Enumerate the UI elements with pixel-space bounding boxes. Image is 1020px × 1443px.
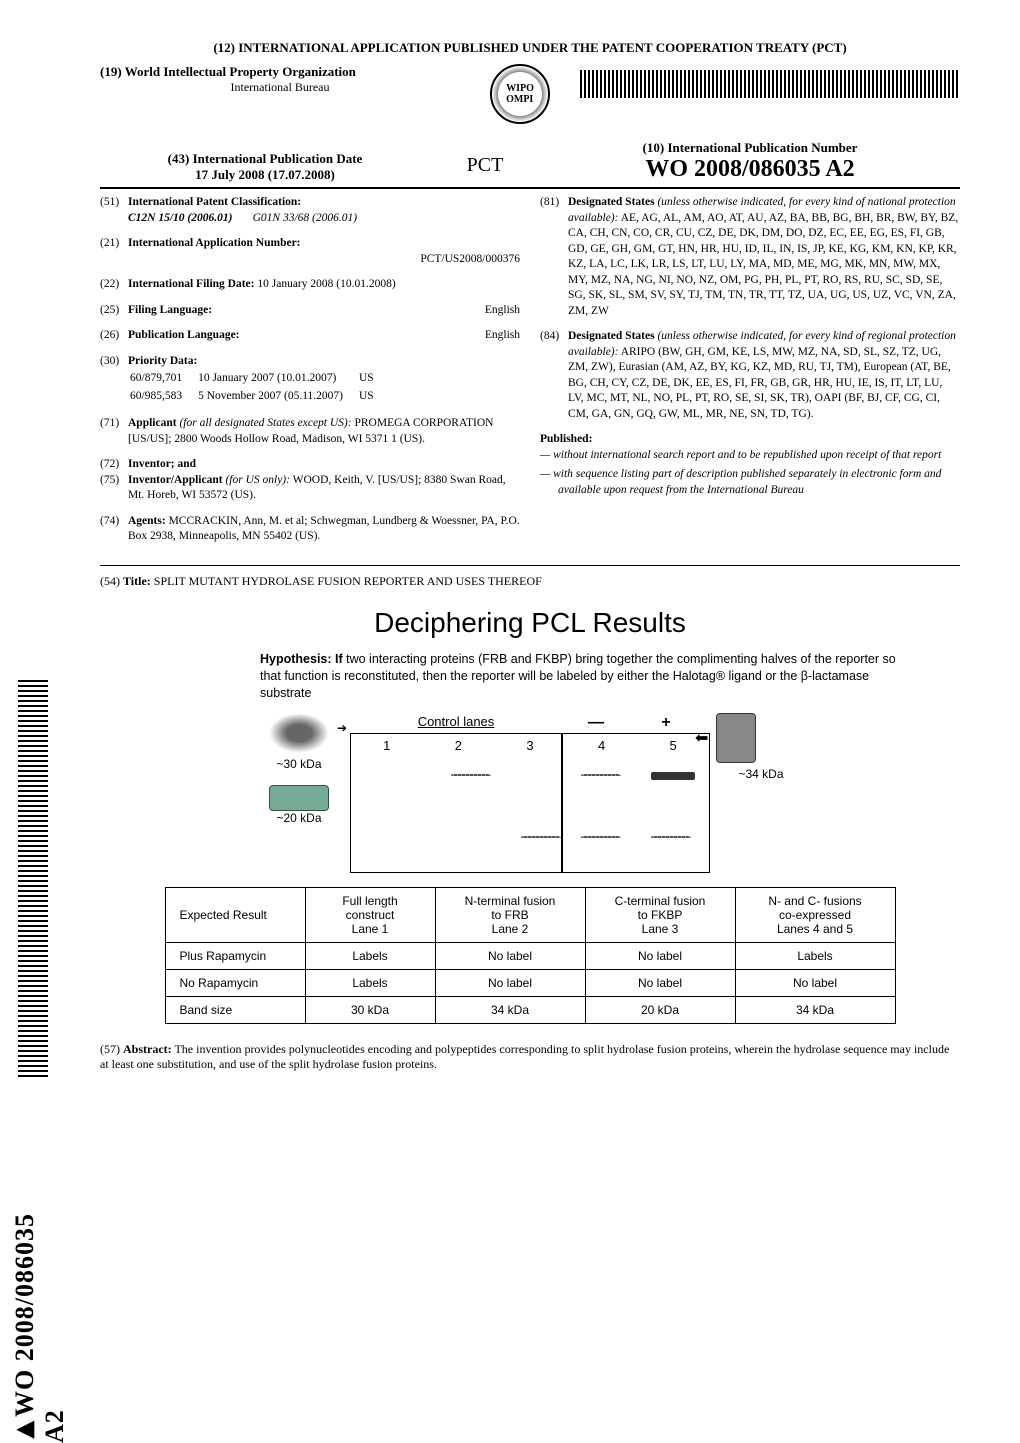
table-cell: Labels: [305, 943, 435, 970]
gel-band: [581, 774, 621, 776]
table-cell: Plus Rapamycin: [165, 943, 305, 970]
table-cell: No Rapamycin: [165, 970, 305, 997]
gel-band: [651, 772, 695, 780]
publication-language-block: (26) Publication Language:English: [100, 328, 520, 344]
table-cell: 30 kDa: [305, 997, 435, 1024]
ligand-icon: [269, 713, 329, 753]
table-cell: No label: [585, 943, 735, 970]
gel-diagram: ~30 kDa ~20 kDa Control lanes — + 1 2 3 …: [100, 713, 960, 873]
designated-states-81: (81) Designated States (unless otherwise…: [540, 195, 960, 319]
table-cell: Labels: [735, 943, 895, 970]
gel-band: [581, 836, 621, 838]
substrate-icon: [269, 785, 329, 811]
table-cell: No label: [435, 943, 585, 970]
mw-20kda-label: ~20 kDa: [254, 811, 344, 825]
priority-table: 60/879,70110 January 2007 (10.01.2007)US…: [128, 369, 390, 406]
designated-states-84: (84) Designated States (unless otherwise…: [540, 329, 960, 422]
ipc-block: (51) International Patent Classification…: [100, 195, 520, 226]
inventor-applicant-block: (75) Inventor/Applicant (for US only): W…: [100, 473, 520, 504]
publication-date-block: (43) International Publication Date 17 J…: [100, 151, 430, 183]
filing-date-block: (22) International Filing Date: 10 Janua…: [100, 277, 520, 293]
table-cell: 34 kDa: [435, 997, 585, 1024]
filing-language-block: (25) Filing Language:English: [100, 303, 520, 319]
wipo-logo: WIPOOMPI: [480, 64, 560, 134]
vertical-barcode: [18, 680, 48, 1080]
figure-heading: Deciphering PCL Results: [100, 607, 960, 639]
mw-34kda-label: ~34 kDa: [716, 767, 806, 781]
table-cell: Labels: [305, 970, 435, 997]
table-cell: 20 kDa: [585, 997, 735, 1024]
gel-band: [521, 836, 561, 838]
table-cell: 34 kDa: [735, 997, 895, 1024]
table-cell: Band size: [165, 997, 305, 1024]
published-block: Published: without international search …: [540, 432, 960, 498]
hypothesis-text: Hypothesis: If two interacting proteins …: [260, 651, 900, 702]
expected-results-table: Expected ResultFull lengthconstructLane …: [165, 887, 896, 1024]
title-block: (54) Title: SPLIT MUTANT HYDROLASE FUSIO…: [100, 574, 960, 589]
gel-band: [451, 774, 491, 776]
horizontal-barcode: [580, 70, 960, 98]
table-row: No RapamycinLabelsNo labelNo labelNo lab…: [165, 970, 895, 997]
table-cell: No label: [435, 970, 585, 997]
abstract-block: (57) Abstract: The invention provides po…: [100, 1042, 960, 1072]
table-header: Expected Result: [165, 888, 305, 943]
minus-symbol: —: [561, 714, 631, 732]
vertical-publication-number: ▶WO 2008/086035 A2: [10, 1180, 70, 1443]
applicant-block: (71) Applicant (for all designated State…: [100, 416, 520, 447]
app-number-block: (21) International Application Number: P…: [100, 236, 520, 267]
inventor-header: (72) Inventor; and: [100, 457, 520, 473]
organization-block: (19) World Intellectual Property Organiz…: [100, 64, 460, 95]
plus-symbol: +: [631, 714, 701, 732]
gel-box: Control lanes — + 1 2 3 4 5: [350, 733, 710, 873]
table-cell: No label: [735, 970, 895, 997]
publication-number-block: (10) International Publication Number WO…: [540, 140, 960, 183]
result-icon: [716, 713, 756, 763]
table-header: N- and C- fusionsco-expressedLanes 4 and…: [735, 888, 895, 943]
priority-data-block: (30) Priority Data: 60/879,70110 January…: [100, 354, 520, 407]
table-cell: No label: [585, 970, 735, 997]
control-lanes-label: Control lanes: [351, 714, 561, 732]
mw-30kda-label: ~30 kDa: [254, 757, 344, 771]
table-header: C-terminal fusionto FKBPLane 3: [585, 888, 735, 943]
table-row: Band size30 kDa34 kDa20 kDa34 kDa: [165, 997, 895, 1024]
treaty-heading: (12) INTERNATIONAL APPLICATION PUBLISHED…: [100, 40, 960, 56]
table-header: Full lengthconstructLane 1: [305, 888, 435, 943]
gel-band: [651, 836, 691, 838]
pct-label: PCT: [455, 154, 515, 183]
table-row: Plus RapamycinLabelsNo labelNo labelLabe…: [165, 943, 895, 970]
agents-block: (74) Agents: MCCRACKIN, Ann, M. et al; S…: [100, 514, 520, 545]
lane-numbers: 1 2 3 4 5: [351, 734, 709, 753]
table-header: N-terminal fusionto FRBLane 2: [435, 888, 585, 943]
